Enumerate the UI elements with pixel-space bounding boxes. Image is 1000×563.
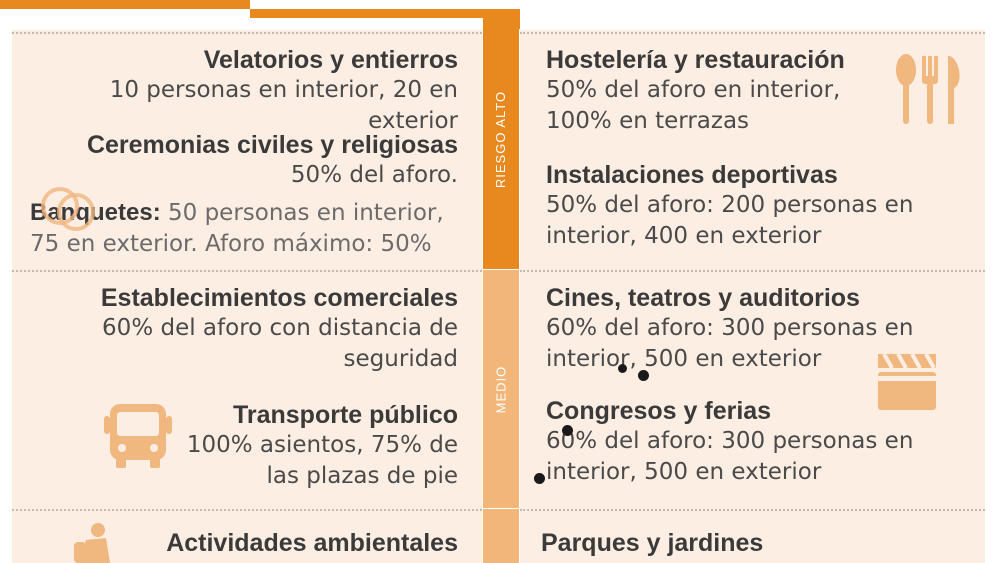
entry-title: Hostelería y restauración: [546, 46, 845, 74]
entry-title: Transporte público: [232, 401, 458, 429]
header-accent-line: [250, 9, 518, 18]
divider-low-left: [12, 509, 482, 511]
entry-title: Parques y jardines: [541, 529, 764, 557]
entry-banquetes: Banquetes: 50 personas en interior, 75 e…: [30, 197, 470, 260]
divider-low-right: [520, 509, 985, 511]
banquetes-text-2: 75 en exterior. Aforo máximo: 50%: [30, 231, 432, 257]
entry-comercios: Establecimientos comerciales 60% del afo…: [20, 283, 458, 375]
divider-mid-left: [12, 270, 482, 272]
risk-band-low: [483, 509, 519, 563]
entry-actividades: Actividades ambientales: [120, 528, 458, 558]
entry-text-2: seguridad: [343, 346, 458, 372]
entry-text: 100% asientos, 75% de: [186, 432, 458, 458]
risk-band-medium: MEDIO: [483, 270, 519, 508]
bus-icon: [104, 404, 172, 468]
hiker-icon: [74, 523, 110, 563]
entry-text: 50% del aforo: 200 personas en: [546, 192, 914, 218]
entry-text-2: las plazas de pie: [266, 463, 458, 489]
clapperboard-icon: [878, 353, 936, 410]
entry-text-2: interior, 400 en exterior: [546, 223, 822, 249]
entry-text: 60% del aforo con distancia de: [102, 315, 458, 341]
entry-deportivas: Instalaciones deportivas 50% del aforo: …: [546, 160, 966, 252]
entry-hosteleria: Hostelería y restauración 50% del aforo …: [546, 45, 886, 137]
entry-velatorios: Velatorios y entierros 10 personas en in…: [20, 45, 458, 137]
entry-text: 60% del aforo: 300 personas en: [546, 428, 914, 454]
entry-text: 50% del aforo.: [290, 162, 458, 188]
entry-text-2: 100% en terrazas: [546, 108, 750, 134]
entry-title: Instalaciones deportivas: [546, 161, 838, 189]
header-accent-bar: [0, 0, 250, 9]
entry-title: Establecimientos comerciales: [100, 284, 458, 312]
entry-text: 50% del aforo en interior,: [546, 77, 841, 103]
rings-icon: [41, 187, 95, 231]
entry-title: Velatorios y entierros: [203, 46, 458, 74]
banquetes-text: 50 personas en interior,: [160, 200, 444, 226]
risk-band-high: RIESGO ALTO: [483, 10, 519, 269]
divider-top-left: [12, 32, 482, 34]
marker-dot: [562, 425, 573, 436]
entry-text-2: interior, 500 en exterior: [546, 459, 822, 485]
risk-band-medium-label: MEDIO: [493, 365, 509, 413]
entry-congresos: Congresos y ferias 60% del aforo: 300 pe…: [546, 396, 966, 488]
entry-title: Ceremonias civiles y religiosas: [86, 131, 458, 159]
risk-band-high-label: RIESGO ALTO: [493, 90, 509, 189]
divider-mid-right: [520, 270, 985, 272]
marker-dot: [618, 364, 627, 373]
entry-title: Cines, teatros y auditorios: [546, 284, 860, 312]
entry-ceremonias: Ceremonias civiles y religiosas 50% del …: [20, 130, 458, 191]
entry-title: Congresos y ferias: [546, 397, 772, 425]
marker-dot: [638, 370, 649, 381]
entry-cines: Cines, teatros y auditorios 60% del afor…: [546, 283, 966, 375]
marker-dot: [534, 473, 545, 484]
entry-title: Actividades ambientales: [166, 529, 458, 557]
entry-text-2: interior, 500 en exterior: [546, 346, 822, 372]
entry-parques: Parques y jardines: [541, 528, 961, 558]
left-panel: [12, 30, 482, 563]
entry-transporte: Transporte público 100% asientos, 75% de…: [180, 400, 458, 492]
entry-text: 60% del aforo: 300 personas en: [546, 315, 914, 341]
cutlery-icon: [896, 54, 960, 124]
entry-text: 10 personas en interior, 20 en exterior: [109, 77, 458, 134]
divider-top-right: [520, 32, 985, 34]
